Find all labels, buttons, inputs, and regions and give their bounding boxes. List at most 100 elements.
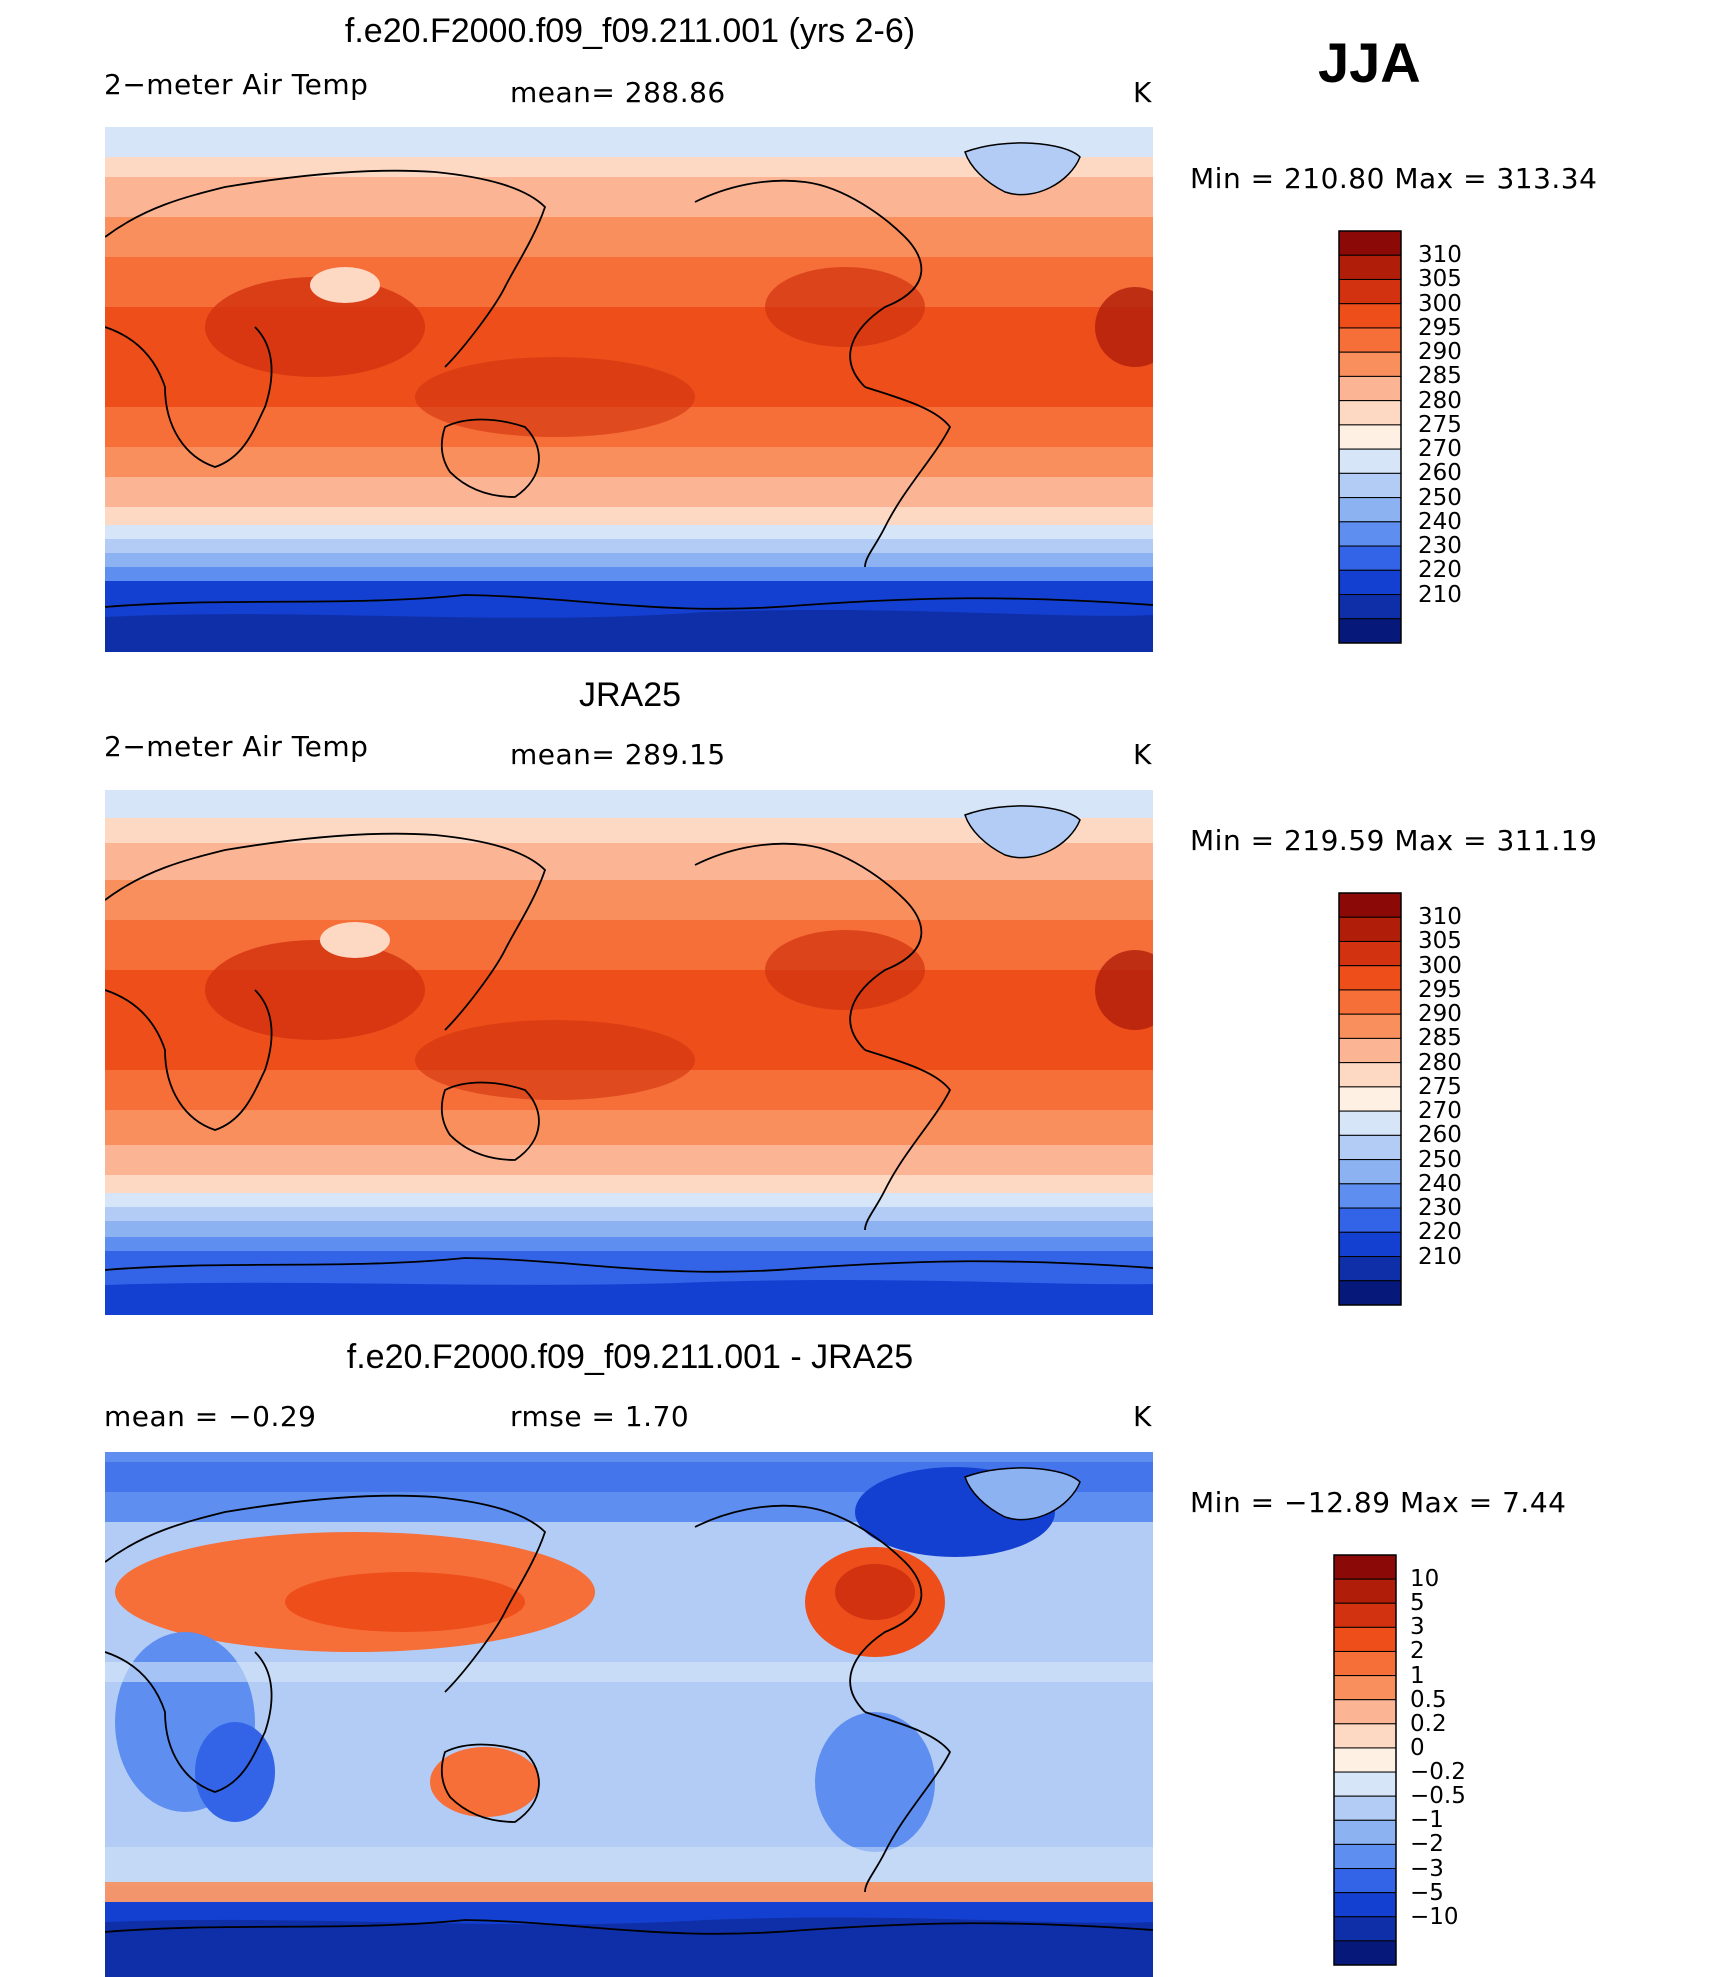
panel-3-minmax: Min = −12.89 Max = 7.44 [1190,1486,1567,1519]
colorbar-bin [1333,1843,1397,1870]
colorbar-tick-label: 220 [1418,557,1462,584]
colorbar-tick-label: 290 [1418,339,1462,366]
colorbar-bin [1338,1159,1402,1185]
colorbar-bin [1333,1892,1397,1918]
colorbar-bin [1338,230,1402,256]
colorbar-bin [1338,594,1402,620]
colorbar-tick-label: 230 [1418,533,1462,560]
colorbar-bin [1338,1086,1402,1112]
panel-3-title: f.e20.F2000.f09_f09.211.001 - JRA25 [346,1338,914,1376]
colorbar-bin [1338,618,1402,644]
panel-1-minmax: Min = 210.80 Max = 313.34 [1190,162,1598,195]
colorbar-tick-label: 285 [1418,363,1462,390]
colorbar-bin [1333,1554,1397,1580]
colorbar-tick-label: 275 [1418,1073,1462,1100]
colorbar-tick-label: 305 [1418,266,1462,293]
colorbar-tick-label: 3 [1410,1614,1425,1641]
colorbar-bin [1338,351,1402,377]
colorbar-tick-label: 260 [1418,460,1462,487]
colorbar-tick-label: 0 [1410,1734,1425,1761]
season-label: JJA [1318,31,1421,94]
colorbar-bin [1333,1578,1397,1604]
colorbar-bin [1333,1916,1397,1942]
colorbar-bin [1333,1650,1397,1677]
panel-1-variable-label: 2−meter Air Temp [104,68,369,101]
panel-2-title: JRA25 [578,676,682,714]
colorbar-bin [1338,521,1402,547]
colorbar-tick-label: 295 [1418,314,1462,341]
panel-2-mean-label: mean= 289.15 [510,738,726,771]
colorbar-bin [1338,1231,1402,1258]
colorbar-tick-label: 220 [1418,1219,1462,1246]
panel-2-variable-label: 2−meter Air Temp [104,730,369,763]
colorbar-tick-label: 10 [1410,1566,1440,1593]
colorbar-bin [1338,1062,1402,1088]
colorbar-bin [1338,1013,1402,1039]
colorbar-bin [1338,1256,1402,1282]
colorbar-tick-label: 230 [1418,1195,1462,1222]
panel-1-title: f.e20.F2000.f09_f09.211.001 (yrs 2-6) [344,12,916,50]
colorbar-bin [1338,1110,1402,1136]
colorbar-bin [1338,327,1402,353]
colorbar-bin [1338,1134,1402,1161]
colorbar-bin [1338,892,1402,918]
colorbar-bin [1338,569,1402,596]
colorbar-bin [1338,989,1402,1015]
panel-3-rmse-label: rmse = 1.70 [510,1400,690,1433]
colorbar-tick-label: 0.5 [1410,1686,1447,1713]
colorbar-bin [1333,1747,1397,1773]
colorbar-tick-label: −0.2 [1410,1759,1466,1786]
colorbar-bin [1338,965,1402,991]
colorbar-tick-label: −5 [1410,1879,1444,1906]
panel-3-colorbar [1333,1554,1397,1966]
colorbar-tick-label: 310 [1418,904,1462,931]
colorbar-tick-label: −1 [1410,1807,1444,1834]
colorbar-tick-label: 270 [1418,436,1462,463]
colorbar-bin [1338,472,1402,499]
colorbar-bin [1333,1819,1397,1845]
colorbar-tick-label: 250 [1418,484,1462,511]
colorbar-bin [1338,497,1402,523]
colorbar-tick-label: 210 [1418,1243,1462,1270]
colorbar-bin [1338,916,1402,942]
colorbar-tick-label: 270 [1418,1098,1462,1125]
colorbar-bin [1338,303,1402,329]
panel-3-mean-label: mean = −0.29 [104,1400,317,1433]
colorbar-bin [1333,1771,1397,1797]
colorbar-bin [1333,1795,1397,1821]
colorbar-bin [1338,545,1402,571]
colorbar-tick-label: 240 [1418,508,1462,535]
colorbar-tick-label: 300 [1418,290,1462,317]
panel-1-mean-label: mean= 288.86 [510,76,726,109]
colorbar-bin [1333,1626,1397,1652]
colorbar-bin [1333,1699,1397,1725]
panel-1-units: K [1133,76,1152,109]
colorbar-tick-label: 5 [1410,1590,1425,1617]
panel-3-colorbar-bins [1333,1554,1397,1966]
colorbar-tick-label: 280 [1418,387,1462,414]
colorbar-tick-label: 240 [1418,1170,1462,1197]
colorbar-tick-label: 275 [1418,411,1462,438]
colorbar-tick-label: 250 [1418,1146,1462,1173]
colorbar-tick-label: −3 [1410,1855,1444,1882]
colorbar-tick-label: 295 [1418,976,1462,1003]
colorbar-tick-label: −2 [1410,1831,1444,1858]
panel-3-map [105,1452,1153,1977]
colorbar-bin [1333,1868,1397,1894]
colorbar-bin [1338,940,1402,967]
colorbar-bin [1338,254,1402,280]
panel-1-map [105,127,1153,652]
colorbar-tick-label: 280 [1418,1049,1462,1076]
colorbar-bin [1338,448,1402,474]
colorbar-tick-label: −0.5 [1410,1783,1466,1810]
panel-2-map [105,790,1153,1315]
colorbar-tick-label: 0.2 [1410,1710,1447,1737]
panel-1-colorbar-bins [1338,230,1402,644]
colorbar-tick-label: 1 [1410,1662,1425,1689]
colorbar-bin [1333,1940,1397,1966]
colorbar-tick-label: 2 [1410,1638,1425,1665]
panel-1-colorbar [1338,230,1402,644]
panel-2-units: K [1133,738,1152,771]
colorbar-bin [1338,1037,1402,1064]
colorbar-tick-label: 260 [1418,1122,1462,1149]
